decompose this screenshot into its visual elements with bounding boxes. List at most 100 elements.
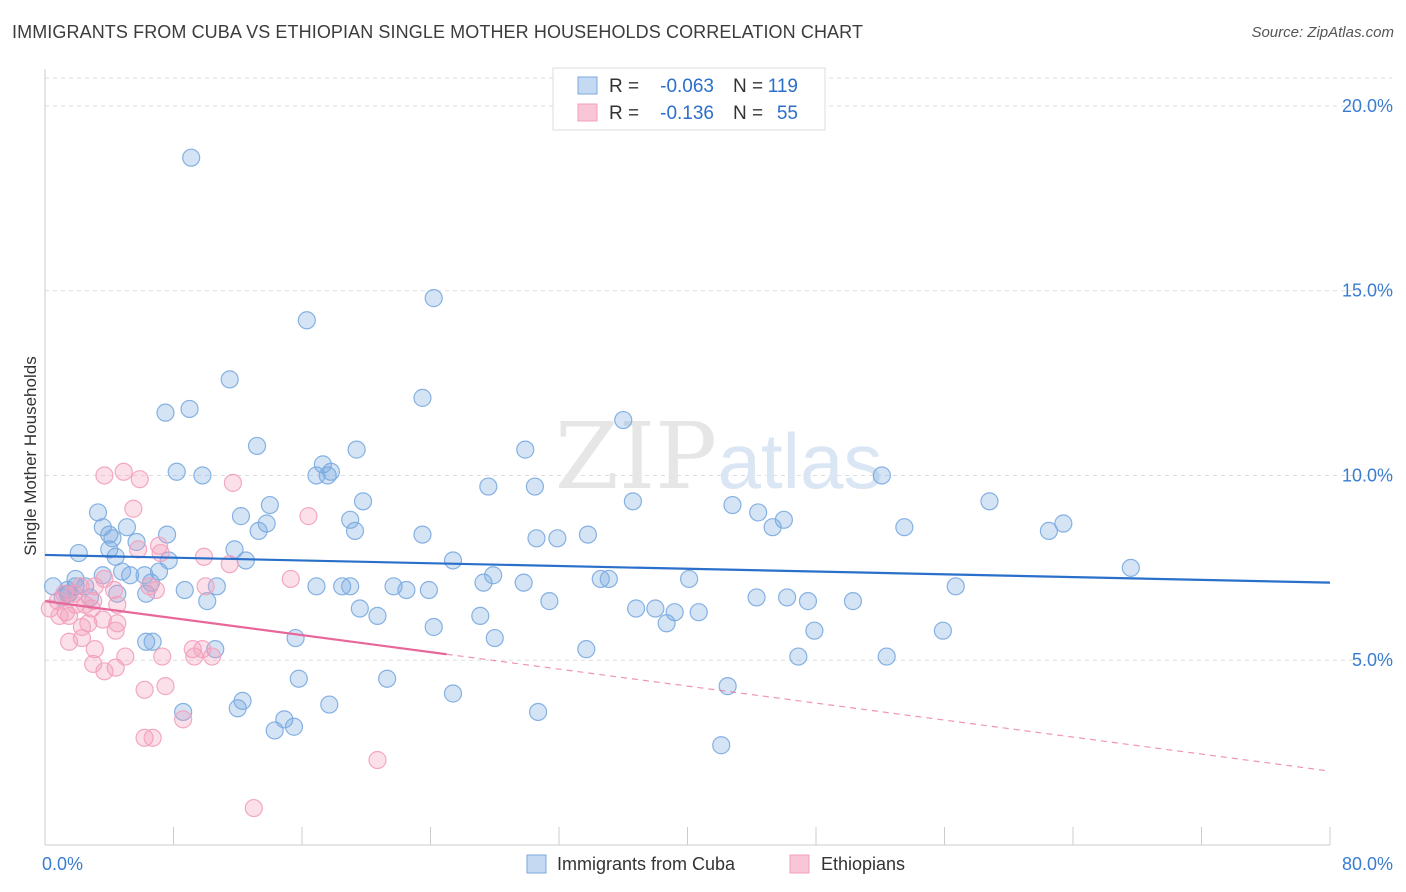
point-cuba xyxy=(424,617,443,637)
point-ethiopians xyxy=(183,640,202,659)
point-cuba xyxy=(368,606,387,625)
point-ethiopians xyxy=(153,647,172,666)
point-ethiopians xyxy=(55,584,74,603)
point-ethiopians xyxy=(244,798,263,818)
x-tick-label: 0.0% xyxy=(42,854,83,874)
point-cuba xyxy=(413,525,432,544)
point-cuba xyxy=(156,403,175,422)
point-ethiopians xyxy=(108,614,127,633)
point-cuba xyxy=(623,492,642,511)
point-ethiopians xyxy=(85,640,104,659)
point-cuba xyxy=(182,148,201,167)
point-ethiopians xyxy=(71,577,90,596)
point-ethiopians xyxy=(124,499,143,518)
stats-n-label-cuba: N = xyxy=(733,76,763,97)
legend-label-cuba: Immigrants from Cuba xyxy=(557,854,736,874)
point-ethiopians xyxy=(135,680,154,699)
point-cuba xyxy=(249,521,268,541)
point-ethiopians xyxy=(85,577,104,596)
point-cuba xyxy=(747,588,766,607)
point-cuba xyxy=(180,399,199,419)
point-cuba xyxy=(228,699,247,718)
point-cuba xyxy=(143,632,162,651)
y-tick-label: 5.0% xyxy=(1352,650,1393,670)
point-cuba xyxy=(1121,558,1140,577)
point-ethiopians xyxy=(196,577,215,596)
point-ethiopians xyxy=(174,710,193,729)
y-tick-label: 10.0% xyxy=(1342,465,1393,485)
point-cuba xyxy=(265,721,284,740)
point-cuba xyxy=(220,370,239,389)
y-tick-label: 15.0% xyxy=(1342,281,1393,301)
point-cuba xyxy=(843,592,863,611)
point-cuba xyxy=(540,592,559,611)
point-cuba xyxy=(516,440,535,459)
point-cuba xyxy=(525,477,545,496)
point-ethiopians xyxy=(223,473,243,492)
point-cuba xyxy=(774,510,793,529)
series-legend: Immigrants from Cuba Ethiopians xyxy=(526,854,905,874)
y-tick-label: 20.0% xyxy=(1342,96,1393,116)
point-cuba xyxy=(167,462,186,481)
tick-labels: 5.0% 10.0% 15.0% 20.0% 0.0% 80.0% xyxy=(42,96,1393,874)
stats-swatch-cuba xyxy=(577,76,598,95)
point-cuba xyxy=(69,543,88,563)
point-cuba xyxy=(485,628,504,648)
point-cuba xyxy=(514,573,533,592)
point-cuba xyxy=(723,495,742,515)
point-cuba xyxy=(121,566,140,585)
point-cuba xyxy=(193,466,212,485)
point-ethiopians xyxy=(95,466,114,485)
point-cuba xyxy=(877,647,896,666)
point-cuba xyxy=(577,640,596,659)
point-ethiopians xyxy=(202,647,222,666)
point-cuba xyxy=(872,466,891,485)
point-cuba xyxy=(946,577,965,596)
trend-line-ethiopians xyxy=(44,600,447,656)
point-cuba xyxy=(76,577,95,596)
point-cuba xyxy=(763,518,782,537)
point-cuba xyxy=(378,669,397,688)
point-cuba xyxy=(345,521,365,541)
point-cuba xyxy=(350,599,369,618)
point-ethiopians xyxy=(151,543,170,563)
point-cuba xyxy=(127,532,146,552)
point-cuba xyxy=(798,592,818,611)
point-ethiopians xyxy=(104,580,124,600)
point-cuba xyxy=(933,621,952,640)
stats-r-value-ethiopians: -0.136 xyxy=(660,103,714,124)
point-cuba xyxy=(137,632,156,651)
y-axis-label: Single Mother Households xyxy=(21,356,40,555)
point-ethiopians xyxy=(156,677,175,696)
point-cuba xyxy=(135,566,154,585)
point-ethiopians xyxy=(194,547,214,566)
x-tick-label: 80.0% xyxy=(1342,854,1393,874)
legend-swatch-ethiopians xyxy=(789,854,810,874)
point-cuba xyxy=(198,592,217,611)
point-cuba xyxy=(100,540,119,559)
point-cuba xyxy=(333,577,352,596)
point-cuba xyxy=(980,492,999,511)
point-cuba xyxy=(103,529,122,548)
trend-line-cuba xyxy=(44,553,1331,584)
point-ethiopians xyxy=(59,606,79,625)
point-ethiopians xyxy=(95,662,114,681)
stats-legend: R = -0.063 N = 119 R = -0.136 N = 55 xyxy=(552,67,826,131)
chart-title: IMMIGRANTS FROM CUBA VS ETHIOPIAN SINGLE… xyxy=(12,22,864,42)
point-cuba xyxy=(578,525,598,544)
legend-label-ethiopians: Ethiopians xyxy=(821,854,905,874)
point-cuba xyxy=(614,410,633,430)
point-cuba xyxy=(895,518,914,537)
point-cuba xyxy=(1039,521,1059,541)
point-cuba xyxy=(320,695,339,714)
watermark-zip: ZIP xyxy=(555,403,717,510)
point-cuba xyxy=(353,492,373,511)
point-ethiopians xyxy=(129,540,148,559)
axes xyxy=(44,69,1331,846)
point-cuba xyxy=(712,736,731,755)
trend-line-ethiopians-extension xyxy=(446,653,1331,772)
point-cuba xyxy=(548,529,567,548)
point-cuba xyxy=(749,503,768,522)
watermark-atlas: atlas xyxy=(718,417,883,505)
